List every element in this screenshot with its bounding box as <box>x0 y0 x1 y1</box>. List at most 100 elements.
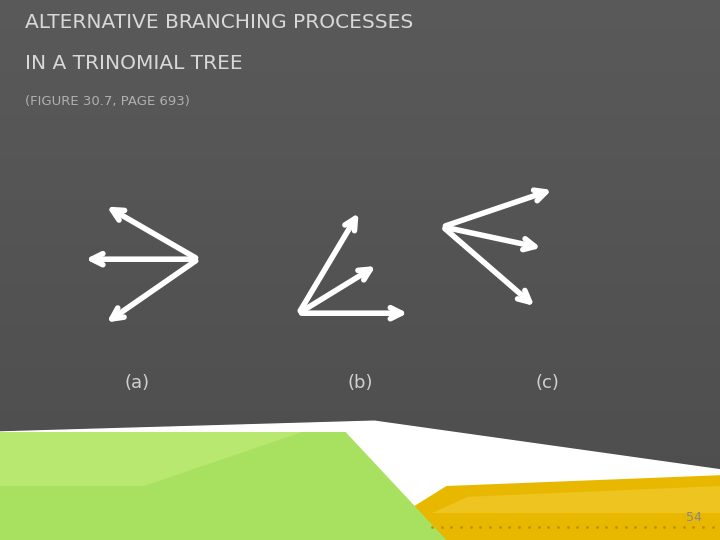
Polygon shape <box>360 475 720 540</box>
Bar <box>0 92 720 97</box>
Bar <box>0 329 720 335</box>
Bar <box>0 205 720 211</box>
Bar <box>0 200 720 205</box>
Bar <box>0 454 720 459</box>
Bar <box>0 481 720 486</box>
Bar <box>0 373 720 378</box>
Bar <box>0 529 720 535</box>
Bar <box>0 389 720 394</box>
Bar <box>0 157 720 162</box>
Bar <box>0 135 720 140</box>
Bar <box>0 378 720 383</box>
Bar <box>0 486 720 491</box>
Bar <box>0 448 720 454</box>
Bar <box>0 297 720 302</box>
Bar <box>0 367 720 373</box>
Bar <box>0 464 720 470</box>
Bar <box>0 194 720 200</box>
Bar <box>0 340 720 346</box>
Bar <box>0 351 720 356</box>
Bar <box>0 475 720 481</box>
Bar <box>0 421 720 427</box>
Bar <box>0 497 720 502</box>
Bar <box>0 70 720 76</box>
Bar <box>0 513 720 518</box>
Text: (FIGURE 30.7, PAGE 693): (FIGURE 30.7, PAGE 693) <box>25 94 190 107</box>
Bar <box>0 162 720 167</box>
Bar <box>0 265 720 270</box>
Bar <box>0 124 720 130</box>
Bar <box>0 400 720 405</box>
Bar <box>0 16 720 22</box>
Bar <box>0 524 720 529</box>
Bar <box>0 38 720 43</box>
Text: 54: 54 <box>686 511 702 524</box>
Bar <box>0 508 720 513</box>
Polygon shape <box>0 421 720 540</box>
Bar <box>0 65 720 70</box>
Bar <box>0 146 720 151</box>
Bar <box>0 319 720 324</box>
Bar <box>0 130 720 135</box>
Bar <box>0 243 720 248</box>
Bar <box>0 211 720 216</box>
Bar <box>0 49 720 54</box>
Bar <box>0 189 720 194</box>
Text: (a): (a) <box>125 374 149 393</box>
Bar <box>0 216 720 221</box>
Bar <box>0 535 720 540</box>
Bar <box>0 432 720 437</box>
Bar <box>0 281 720 286</box>
Bar <box>0 81 720 86</box>
Bar <box>0 286 720 292</box>
Bar <box>0 346 720 351</box>
Bar <box>0 54 720 59</box>
Bar <box>0 270 720 275</box>
Text: (b): (b) <box>347 374 373 393</box>
Bar <box>0 173 720 178</box>
Bar <box>0 86 720 92</box>
Bar <box>0 119 720 124</box>
Bar <box>0 502 720 508</box>
Bar <box>0 140 720 146</box>
Bar <box>0 335 720 340</box>
Bar <box>0 405 720 410</box>
Bar <box>0 416 720 421</box>
Bar <box>0 113 720 119</box>
Bar <box>0 76 720 81</box>
Bar <box>0 302 720 308</box>
Text: ALTERNATIVE BRANCHING PROCESSES: ALTERNATIVE BRANCHING PROCESSES <box>25 14 413 32</box>
Bar <box>0 5 720 11</box>
Bar <box>0 410 720 416</box>
Bar <box>0 22 720 27</box>
Text: IN A TRINOMIAL TREE: IN A TRINOMIAL TREE <box>25 54 243 73</box>
Bar <box>0 362 720 367</box>
Bar <box>0 324 720 329</box>
Polygon shape <box>0 443 396 540</box>
Bar <box>0 103 720 108</box>
Bar <box>0 238 720 243</box>
Bar <box>0 11 720 16</box>
Bar <box>0 184 720 189</box>
Text: (c): (c) <box>535 374 559 393</box>
Bar <box>0 178 720 184</box>
Bar <box>0 470 720 475</box>
Bar <box>0 27 720 32</box>
Bar <box>0 259 720 265</box>
Bar <box>0 394 720 400</box>
Bar <box>0 383 720 389</box>
Bar <box>0 313 720 319</box>
Bar <box>0 43 720 49</box>
Bar <box>0 97 720 103</box>
Bar <box>0 437 720 443</box>
Bar <box>0 518 720 524</box>
Bar <box>0 292 720 297</box>
Bar <box>0 427 720 432</box>
Bar <box>0 491 720 497</box>
Bar <box>0 32 720 38</box>
Bar <box>0 108 720 113</box>
Bar <box>0 151 720 157</box>
Bar <box>0 356 720 362</box>
Bar <box>0 227 720 232</box>
Bar <box>0 308 720 313</box>
